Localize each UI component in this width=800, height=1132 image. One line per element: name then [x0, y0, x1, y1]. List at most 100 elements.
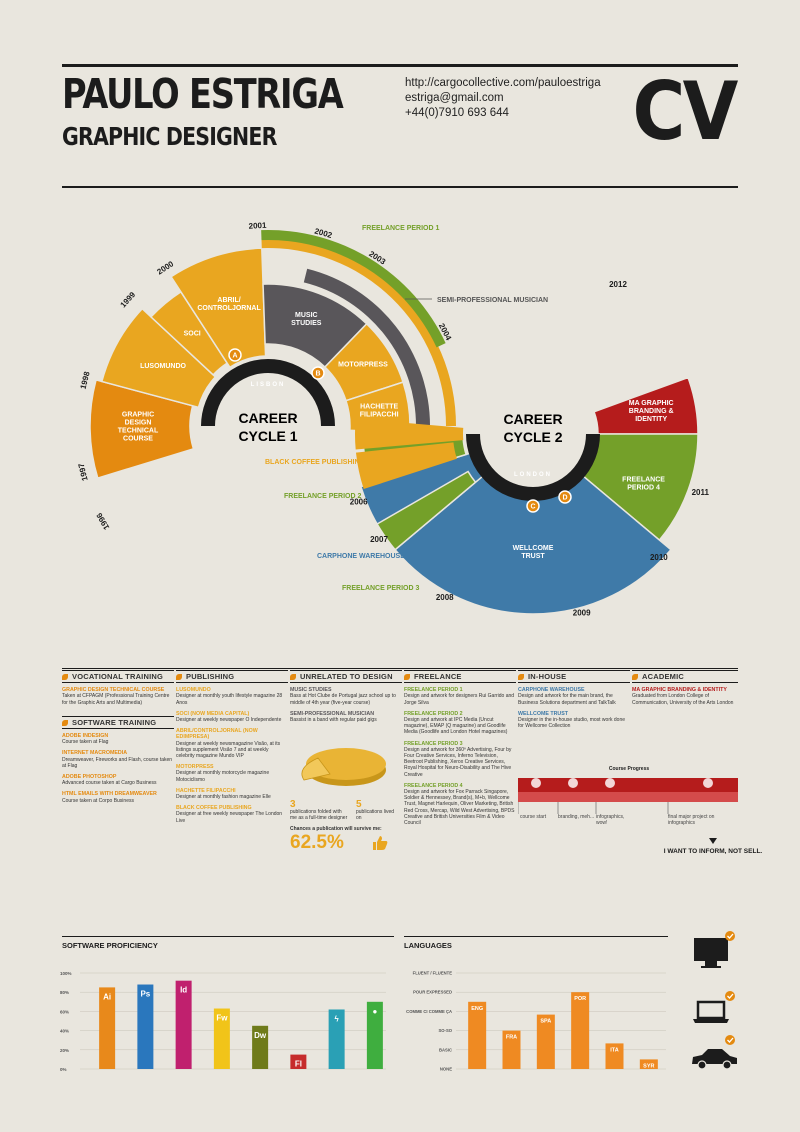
languages-title: LANGUAGES — [404, 936, 668, 950]
progress-step: course start — [520, 814, 547, 820]
item-title: GRAPHIC DESIGN TECHNICAL COURSE — [62, 687, 165, 694]
cycle-2-title-2: CYCLE 2 — [503, 429, 562, 445]
software-training-heading: SOFTWARE TRAINING — [62, 715, 174, 730]
item-title: HTML EMAILS WITH DREAMWEAVER — [62, 791, 157, 798]
item-title: MOTORPRESS — [176, 764, 214, 771]
list-item: ADOBE PHOTOSHOP Advanced course taken at … — [62, 774, 174, 786]
language-bar-label: SPA — [540, 1019, 551, 1025]
lived-count: 5 — [356, 799, 362, 811]
person-name: PAULO ESTRIGA — [62, 70, 344, 118]
languages-chart: FLUENT / FLUENTE POUR EXPRESSED COMME CI C… — [406, 971, 666, 1072]
software-title: SOFTWARE PROFICIENCY — [62, 936, 394, 950]
phone-number: +44(0)7910 693 644 — [405, 107, 509, 119]
year-label: 2009 — [573, 609, 591, 618]
list-item: SOCI (now Media Capital) Designer at week… — [176, 711, 288, 723]
language-bar-label: ITA — [610, 1047, 618, 1053]
email-link[interactable]: estriga@gmail.com — [405, 92, 504, 104]
publishing-column: PUBLISHING LUSOMUNDO Designer at monthly … — [176, 670, 288, 829]
publication-survival-pie — [301, 748, 386, 787]
software-bar-label: ϟ — [335, 1014, 340, 1023]
list-item: BLACK COFFEE PUBLISHING Designer at free … — [176, 805, 288, 824]
top-rule — [62, 64, 738, 67]
software-bar-label: Dw — [254, 1031, 267, 1040]
item-desc: Bass at Hot Clube de Portugal jazz schoo… — [290, 693, 396, 706]
marker-b — [311, 366, 325, 380]
item-title: ADOBE PHOTOSHOP — [62, 774, 117, 781]
marker-c — [526, 499, 540, 513]
item-title: FREELANCE PERIOD 3 — [404, 740, 463, 747]
marker-d — [558, 490, 572, 504]
unrelated-column: UNRELATED TO DESIGN MUSIC STUDIES Bass at… — [290, 670, 402, 854]
item-desc: Designer at weekly newsmagazine Visão, a… — [176, 740, 281, 760]
marker-a — [228, 348, 242, 362]
callout-freelance-1: FREELANCE PERIOD 1 — [362, 225, 440, 232]
cycle-2-title-1: CAREER — [503, 411, 562, 427]
software-bar — [366, 1001, 383, 1069]
list-item: GRAPHIC DESIGN TECHNICAL COURSE Taken at… — [62, 687, 174, 706]
cycle-1-segment-label: ABRIL/CONTROLJORNAL — [197, 297, 261, 312]
software-bar — [328, 1009, 345, 1069]
language-bar — [502, 1030, 521, 1069]
list-item: HTML EMAILS WITH DREAMWEAVER Course taken… — [62, 791, 174, 803]
list-item: FREELANCE PERIOD 4 Design and artwork for… — [404, 783, 516, 826]
software-bar-label: Fw — [216, 1014, 228, 1023]
software-bar-label: ● — [372, 1007, 377, 1016]
laptop-icon — [693, 991, 735, 1023]
y-tick-label: 60% — [60, 1009, 69, 1014]
item-desc: Design and artwork for the main brand, t… — [518, 693, 616, 706]
desktop-icon — [694, 931, 735, 968]
list-item: MUSIC STUDIES Bass at Hot Clube de Portug… — [290, 687, 402, 706]
list-item: ABRIL/CONTROLJORNAL (now Edimpresa) Desig… — [176, 728, 288, 759]
course-progress-label: Course Progress — [608, 766, 650, 772]
language-bar — [571, 992, 590, 1069]
year-label: 2007 — [370, 535, 388, 544]
language-bar-label: SYR — [643, 1063, 654, 1069]
job-title: GRAPHIC DESIGNER — [62, 122, 277, 151]
marker-d-label: D — [562, 495, 567, 502]
language-bar — [468, 1001, 487, 1069]
item-title: FREELANCE PERIOD 1 — [404, 687, 463, 694]
vocational-column: VOCATIONAL TRAINING GRAPHIC DESIGN TECHN… — [62, 670, 174, 809]
callout-freelance-3: FREELANCE PERIOD 3 — [342, 585, 420, 592]
cycle-2-segment-label: MA GRAPHIC BRANDING & IDENTITY — [629, 400, 674, 423]
language-bar-label: FRA — [506, 1035, 517, 1041]
y-tick-label: 40% — [60, 1029, 69, 1034]
academic-heading: ACADEMIC — [632, 670, 738, 684]
callout-black-coffee: BLACK COFFEE PUBLISHING — [265, 459, 366, 466]
item-title: FREELANCE PERIOD 4 — [404, 782, 463, 789]
list-item: MOTORPRESS Designer at monthly motorcycle… — [176, 764, 288, 783]
software-bar-label: Ai — [103, 992, 111, 1001]
list-item: WELLCOME TRUST Designer in the in-house s… — [518, 711, 630, 730]
progress-face-icon — [703, 778, 713, 788]
cycle-1-title-2: CYCLE 1 — [238, 428, 297, 444]
item-title: MUSIC STUDIES — [290, 687, 332, 694]
marker-a-label: A — [232, 353, 237, 360]
year-label: 2001 — [248, 221, 267, 231]
item-desc: Designer in the in-house studio, most wo… — [518, 717, 626, 730]
year-label: 2008 — [436, 593, 454, 602]
list-item: ADOBE INDESIGN Course taken at Flag — [62, 733, 174, 745]
pie-folded-slice — [301, 757, 331, 781]
y-tick-label: 20% — [60, 1048, 69, 1053]
list-item: FREELANCE PERIOD 3 Design and artwork for… — [404, 741, 516, 778]
software-bar-label: Fl — [295, 1060, 302, 1069]
item-desc: Advanced course taken at Cargo Business — [62, 780, 157, 787]
item-title: MA GRAPHIC BRANDING & IDENTITY — [632, 687, 727, 694]
language-level-label: BASIC — [439, 1047, 452, 1052]
cycle-1-segment — [170, 247, 267, 369]
header-rule — [62, 186, 738, 188]
software-bar — [175, 980, 192, 1069]
software-proficiency-chart: 100% 80% 60% 40% 20% 0% Ai Ps Id Fw Dw Fl ϟ ● — [60, 971, 386, 1072]
cycle-1-segment-label: MUSIC STUDIES — [291, 312, 322, 327]
inhouse-column: IN-HOUSE CARPHONE WAREHOUSE Design and ar… — [518, 670, 630, 734]
y-tick-label: 80% — [60, 990, 69, 995]
item-desc: Designer at free weekly newspaper The Lo… — [176, 811, 283, 824]
cycle-2-segment — [593, 376, 699, 435]
folded-count: 3 — [290, 799, 296, 811]
software-bar-label: Ps — [140, 990, 150, 999]
website-link[interactable]: http://cargocollective.com/pauloestriga — [405, 77, 601, 89]
language-level-label: NONE — [440, 1067, 452, 1072]
y-tick-label: 100% — [60, 971, 72, 976]
cycle-1-location: LISBON — [251, 382, 286, 388]
contact-block: http://cargocollective.com/pauloestriga … — [405, 76, 601, 121]
